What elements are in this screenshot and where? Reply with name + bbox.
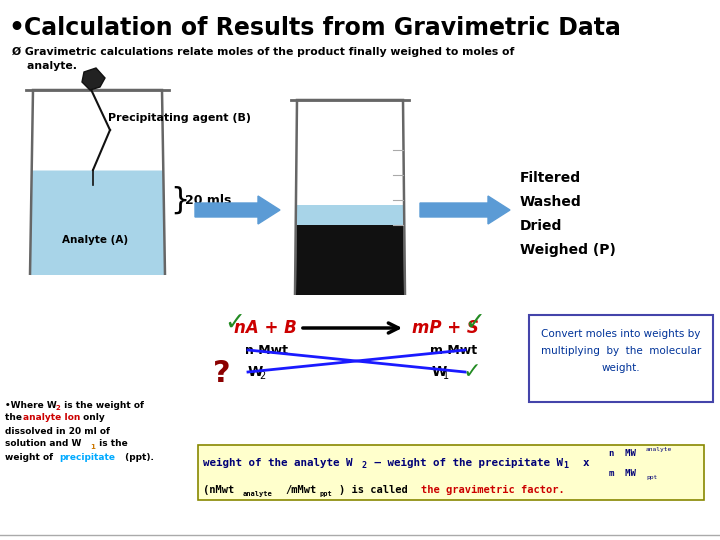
Text: 2: 2	[361, 462, 366, 470]
Text: weight.: weight.	[602, 363, 640, 373]
Text: – weight of the precipitate W: – weight of the precipitate W	[368, 458, 563, 468]
Ellipse shape	[323, 255, 367, 285]
Text: the gravimetric factor.: the gravimetric factor.	[421, 485, 564, 495]
Text: Dried: Dried	[520, 219, 562, 233]
Text: mP + S: mP + S	[412, 319, 478, 337]
Polygon shape	[82, 68, 105, 90]
Text: weight of the analyte W: weight of the analyte W	[203, 458, 353, 468]
Text: analyte Ion: analyte Ion	[23, 414, 81, 422]
Text: is the weight of: is the weight of	[61, 401, 144, 409]
Text: 1: 1	[90, 444, 95, 450]
Text: n Mwt: n Mwt	[245, 343, 288, 356]
Text: W: W	[248, 365, 264, 379]
Text: x: x	[570, 458, 590, 468]
Polygon shape	[420, 196, 510, 224]
Text: 2: 2	[55, 405, 60, 411]
Text: ) is called: ) is called	[339, 485, 414, 495]
Text: n  MW: n MW	[609, 449, 636, 457]
FancyBboxPatch shape	[529, 315, 713, 402]
Text: 1: 1	[443, 371, 449, 381]
Text: precipitate: precipitate	[59, 453, 115, 462]
Text: nA + B: nA + B	[233, 319, 297, 337]
Polygon shape	[30, 171, 165, 275]
Polygon shape	[296, 205, 404, 225]
Text: ✓: ✓	[464, 311, 485, 335]
Text: 20 mls: 20 mls	[185, 193, 231, 206]
Text: Convert moles into weights by: Convert moles into weights by	[541, 329, 701, 339]
Text: solution and W: solution and W	[5, 440, 81, 449]
Text: weight of: weight of	[5, 453, 56, 462]
Ellipse shape	[343, 268, 377, 288]
Text: analyte: analyte	[646, 448, 672, 453]
Text: Filtered: Filtered	[520, 171, 581, 185]
Text: •: •	[8, 16, 24, 40]
Text: dissolved in 20 ml of: dissolved in 20 ml of	[5, 427, 110, 435]
Text: is the: is the	[96, 440, 127, 449]
Text: W: W	[432, 365, 447, 379]
Text: analyte.: analyte.	[12, 61, 77, 71]
Text: m Mwt: m Mwt	[430, 343, 477, 356]
Text: Weighed (P): Weighed (P)	[520, 243, 616, 257]
Text: ppt: ppt	[646, 475, 657, 480]
Text: ✓: ✓	[463, 362, 481, 382]
Text: ppt: ppt	[320, 491, 333, 497]
Text: ?: ?	[213, 360, 231, 388]
Text: Calculation of Results from Gravimetric Data: Calculation of Results from Gravimetric …	[24, 16, 621, 40]
Text: Ø Gravimetric calculations relate moles of the product finally weighed to moles : Ø Gravimetric calculations relate moles …	[12, 47, 514, 57]
Polygon shape	[195, 196, 280, 224]
Text: Analyte (A): Analyte (A)	[62, 235, 128, 245]
Text: multiplying  by  the  molecular: multiplying by the molecular	[541, 346, 701, 356]
Text: ✓: ✓	[225, 311, 246, 335]
Text: }: }	[170, 186, 189, 214]
Text: •Where W: •Where W	[5, 401, 57, 409]
Text: analyte: analyte	[243, 491, 273, 497]
Text: m  MW: m MW	[609, 469, 636, 478]
Ellipse shape	[315, 271, 345, 289]
Text: Washed: Washed	[520, 195, 582, 209]
Text: /mMwt: /mMwt	[285, 485, 316, 495]
Text: 1: 1	[563, 462, 568, 470]
Text: 2: 2	[259, 371, 265, 381]
Text: only: only	[80, 414, 104, 422]
Text: Precipitating agent (B): Precipitating agent (B)	[108, 113, 251, 123]
Polygon shape	[296, 225, 404, 295]
FancyBboxPatch shape	[198, 445, 704, 500]
Text: (nMwt: (nMwt	[203, 485, 234, 495]
Text: (ppt).: (ppt).	[122, 453, 154, 462]
Text: the: the	[5, 414, 25, 422]
